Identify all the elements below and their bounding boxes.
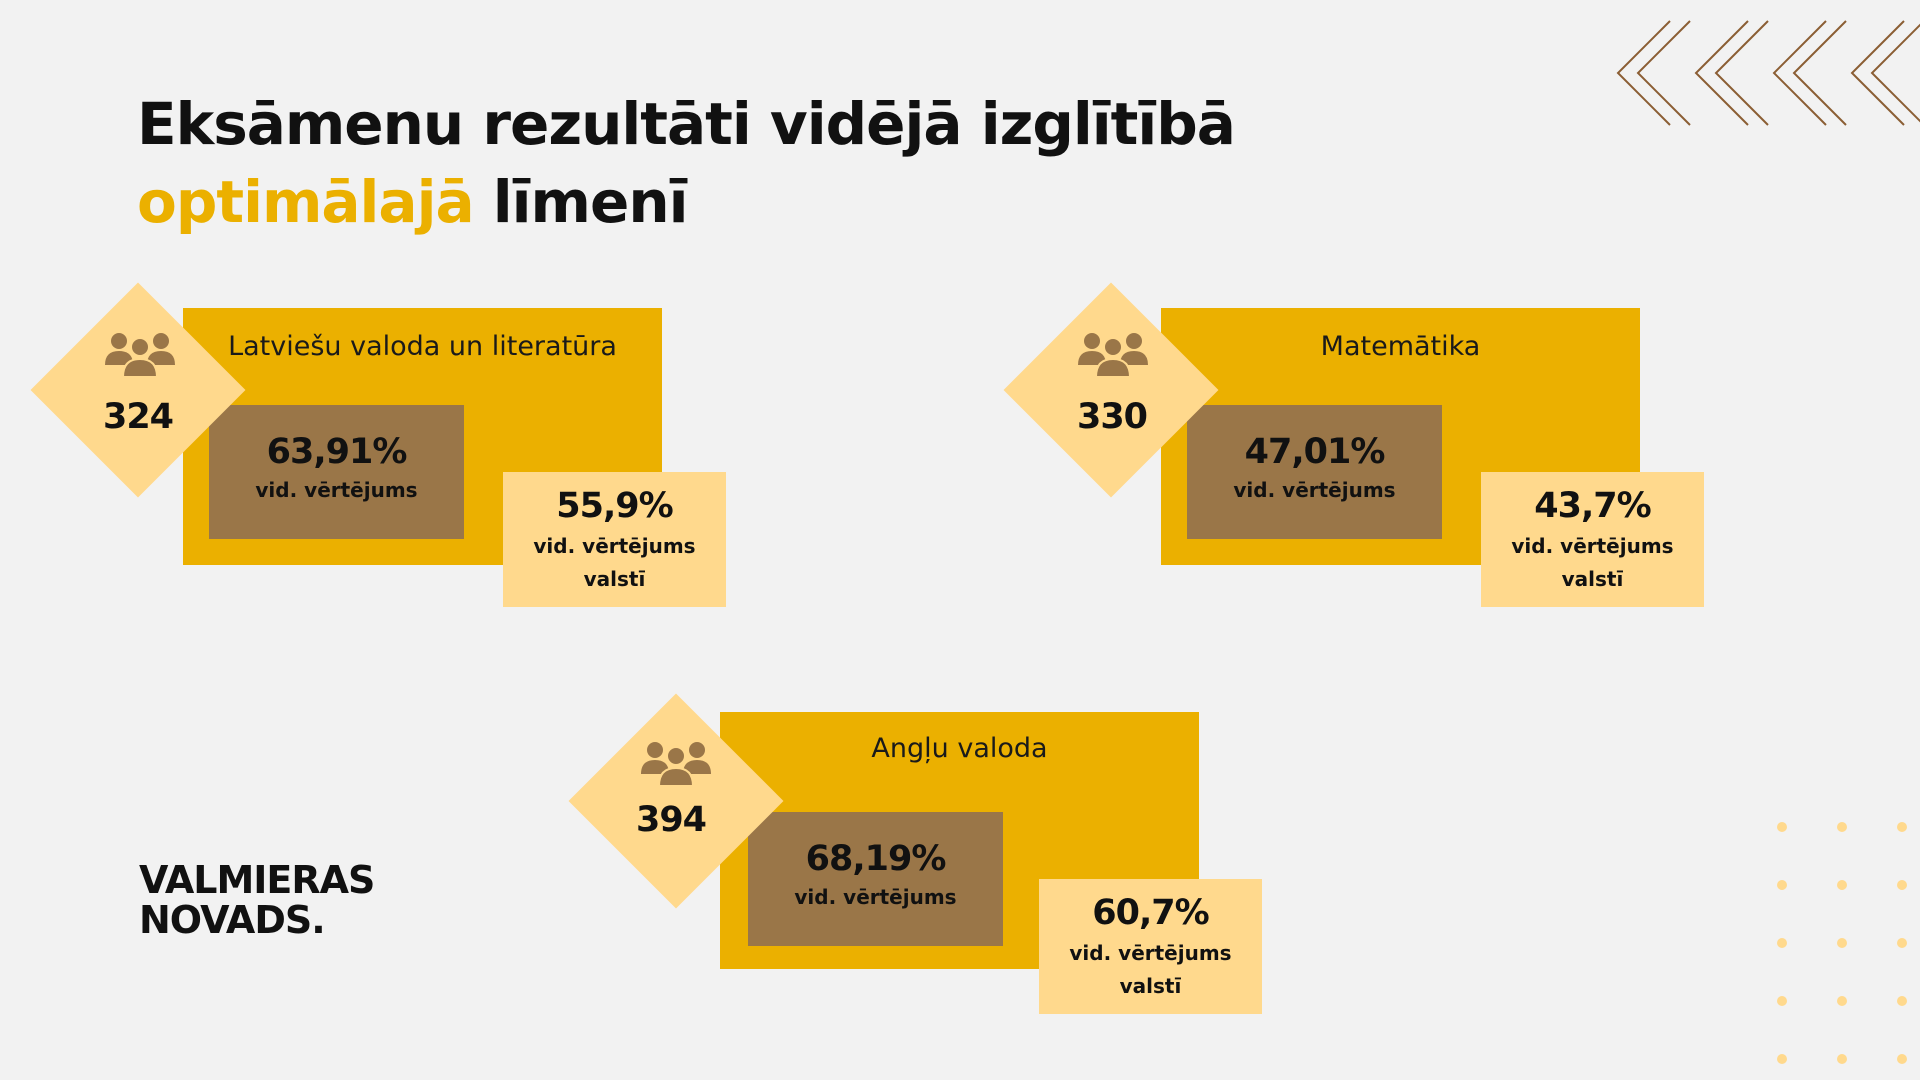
average-score-label: vid. vērtējums [794,885,957,909]
average-score-box: 47,01% vid. vērtējums [1187,405,1442,539]
average-score-box: 68,19% vid. vērtējums [748,812,1003,946]
subject-title: Matemātika [1320,331,1481,362]
national-label-line-2: valstī [1119,974,1182,998]
average-score-box: 63,91% vid. vērtējums [209,405,464,539]
title-line-1: Eksāmenu rezultāti vidējā izglītībā [137,90,1236,158]
national-score-value: 55,9% [556,486,673,526]
national-score-label: vid. vērtējums valstī [503,530,726,596]
people-group-icon [1078,333,1148,377]
people-group-icon [641,742,711,786]
logo-line-1: VALMIERAS [139,858,375,902]
national-label-line-2: valstī [1561,567,1624,591]
dot-grid-decoration [1777,822,1907,1064]
national-score-value: 43,7% [1534,486,1651,526]
title-line-2: optimālajā līmenī [137,163,1235,241]
subject-title: Angļu valoda [871,733,1048,764]
national-label-line-1: vid. vērtējums [533,534,696,558]
logo-line-2: NOVADS. [139,898,326,942]
participant-count: 330 [1076,397,1148,437]
chevron-decoration [1616,20,1920,126]
people-group-icon [105,333,175,377]
national-score-box: 43,7% vid. vērtējums valstī [1481,472,1704,607]
national-score-box: 55,9% vid. vērtējums valstī [503,472,726,607]
national-score-label: vid. vērtējums valstī [1481,530,1704,596]
participant-count: 394 [635,800,707,840]
chevron-left-icon [1616,20,1920,126]
national-score-box: 60,7% vid. vērtējums valstī [1039,879,1262,1014]
national-score-label: vid. vērtējums valstī [1039,937,1262,1003]
average-score-value: 63,91% [266,432,408,472]
national-label-line-1: vid. vērtējums [1511,534,1674,558]
valmieras-novads-logo: VALMIERAS NOVADS. [139,858,375,942]
average-score-label: vid. vērtējums [255,478,418,502]
participant-count: 324 [102,397,174,437]
national-label-line-2: valstī [583,567,646,591]
subject-title: Latviešu valoda un literatūra [228,331,617,362]
average-score-value: 68,19% [805,839,947,879]
average-score-value: 47,01% [1244,432,1386,472]
page-title: Eksāmenu rezultāti vidējā izglītībā opti… [137,85,1236,241]
national-label-line-1: vid. vērtējums [1069,941,1232,965]
title-rest-word: līmenī [492,168,689,236]
title-accent-word: optimālajā [137,168,475,236]
average-score-label: vid. vērtējums [1233,478,1396,502]
national-score-value: 60,7% [1092,893,1209,933]
